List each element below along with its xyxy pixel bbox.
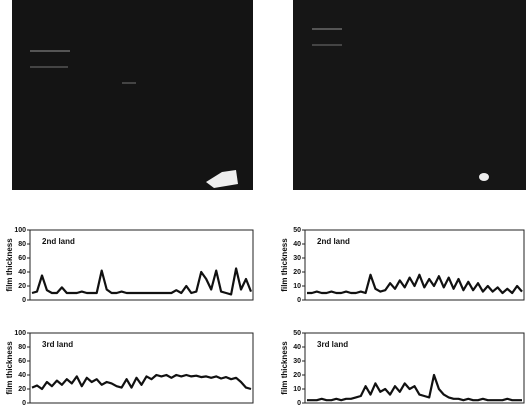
y-tick-label: 60	[18, 255, 26, 262]
y-tick-label: 20	[18, 283, 26, 290]
annotation: 3rd land	[317, 340, 348, 349]
annotation: 2nd land	[42, 237, 75, 246]
y-tick-label: 80	[18, 344, 26, 351]
y-tick-label: 30	[293, 358, 301, 365]
plot-frame	[304, 229, 525, 301]
y-tick-label: 20	[18, 386, 26, 393]
y-tick-label: 30	[293, 255, 301, 262]
y-tick-label: 0	[22, 400, 26, 406]
y-tick-label: 100	[14, 227, 26, 234]
speck	[30, 50, 70, 52]
data-line	[31, 373, 252, 391]
y-tick-label: 60	[18, 358, 26, 365]
data-line	[31, 267, 253, 296]
y-tick-label: 40	[293, 344, 301, 351]
y-tick-label: 50	[293, 227, 301, 234]
y-tick-label: 40	[18, 372, 26, 379]
y-tick-label: 100	[14, 330, 26, 337]
speck	[30, 66, 68, 68]
annotation: 3rd land	[42, 340, 73, 349]
y-axis-label: film thickness	[280, 238, 289, 292]
y-tick-label: 0	[297, 297, 301, 304]
y-tick-label: 50	[293, 330, 301, 337]
y-tick-label: 40	[293, 241, 301, 248]
y-tick-label: 20	[293, 372, 301, 379]
data-line	[307, 273, 523, 295]
speck	[122, 82, 136, 84]
y-axis-label: film thickness	[280, 341, 289, 395]
speck	[312, 28, 342, 30]
y-axis-label: film thickness	[5, 341, 14, 395]
plot-frame	[304, 332, 525, 404]
data-line	[307, 373, 522, 402]
y-tick-label: 80	[18, 241, 26, 248]
plot-frame	[29, 229, 254, 301]
micrograph-left	[12, 0, 253, 190]
y-tick-label: 10	[293, 283, 301, 290]
y-tick-label: 20	[293, 269, 301, 276]
y-tick-label: 10	[293, 386, 301, 393]
y-axis-label: film thickness	[5, 238, 14, 292]
plot-frame	[29, 332, 254, 404]
y-tick-label: 0	[22, 297, 26, 304]
y-tick-label: 40	[18, 269, 26, 276]
annotation: 2nd land	[317, 237, 350, 246]
bright-spot	[206, 170, 238, 188]
y-tick-label: 0	[297, 400, 301, 406]
bright-spot	[479, 173, 489, 181]
micrograph-right	[293, 0, 526, 190]
speck	[312, 44, 342, 46]
